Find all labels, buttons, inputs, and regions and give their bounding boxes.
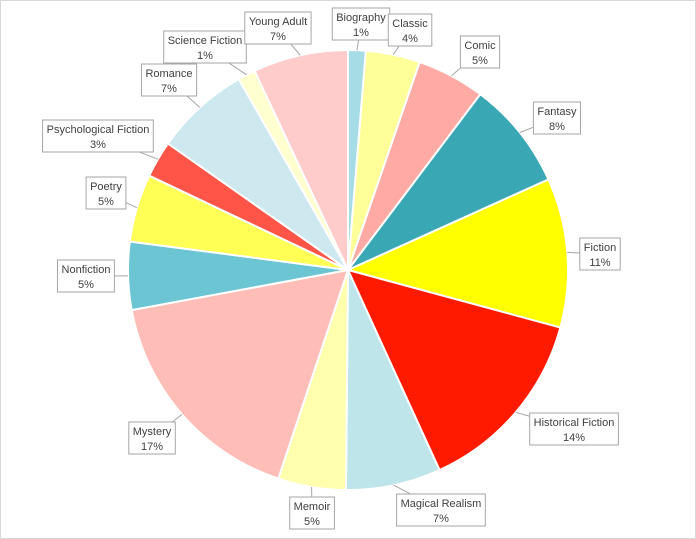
data-label-young-adult: Young Adult 7%: [244, 11, 312, 45]
percent-label: 14%: [563, 432, 585, 444]
data-label-box: [459, 35, 501, 69]
percent-label: 7%: [161, 83, 177, 95]
category-label: Romance: [145, 68, 192, 80]
category-label: Nonfiction: [62, 264, 111, 276]
data-label-fiction: Fiction 11%: [579, 237, 621, 271]
percent-label: 7%: [270, 31, 286, 43]
percent-label: 8%: [549, 121, 565, 133]
percent-label: 17%: [141, 441, 163, 453]
category-label: Historical Fiction: [534, 417, 615, 429]
slice-fantasy: [347, 92, 550, 271]
data-label-box: [42, 119, 154, 153]
data-label-box: [244, 11, 312, 45]
data-label-box: [396, 493, 486, 527]
percent-label: 5%: [304, 516, 320, 528]
data-label-box: [163, 30, 247, 64]
category-label: Fiction: [584, 242, 616, 254]
percent-label: 4%: [402, 33, 418, 45]
category-label: Mystery: [133, 426, 172, 438]
data-label-science-fiction: Science Fiction 1%: [163, 30, 247, 64]
category-label: Fantasy: [537, 106, 577, 118]
data-label-box: [85, 176, 127, 210]
category-label: Biography: [336, 12, 386, 24]
data-label-nonfiction: Nonfiction 5%: [57, 259, 115, 293]
data-label-box: [57, 259, 115, 293]
data-label-memoir: Memoir 5%: [289, 496, 335, 530]
slice-young-adult: [253, 48, 349, 271]
category-label: Poetry: [90, 181, 122, 193]
percent-label: 7%: [433, 513, 449, 525]
slice-mystery: [130, 268, 350, 480]
data-label-poetry: Poetry 5%: [85, 176, 127, 210]
data-label-box: [532, 101, 582, 135]
data-label-box: [529, 412, 619, 446]
data-label-box: [331, 7, 391, 41]
data-label-mystery: Mystery 17%: [128, 421, 176, 455]
data-label-classic: Classic 4%: [387, 13, 433, 47]
category-label: Psychological Fiction: [47, 124, 150, 136]
percent-label: 5%: [98, 196, 114, 208]
category-label: Comic: [464, 40, 496, 52]
data-label-romance: Romance 7%: [141, 63, 198, 97]
data-label-comic: Comic 5%: [459, 35, 501, 69]
data-label-psychological-fiction: Psychological Fiction 3%: [42, 119, 154, 153]
slice-fiction: [345, 178, 569, 329]
percent-label: 11%: [589, 257, 610, 269]
category-label: Classic: [392, 18, 428, 30]
data-label-box: [141, 63, 198, 97]
data-label-box: [579, 237, 621, 271]
category-label: Science Fiction: [168, 35, 243, 47]
percent-label: 1%: [353, 27, 369, 39]
percent-label: 3%: [90, 139, 106, 151]
data-label-magical-realism: Magical Realism 7%: [396, 493, 486, 527]
category-label: Magical Realism: [401, 498, 482, 510]
data-label-historical-fiction: Historical Fiction 14%: [529, 412, 619, 446]
category-label: Young Adult: [249, 16, 307, 28]
data-label-box: [289, 496, 335, 530]
percent-label: 1%: [197, 50, 213, 62]
category-label: Memoir: [294, 501, 331, 513]
data-label-box: [128, 421, 176, 455]
percent-label: 5%: [472, 55, 488, 67]
percent-label: 5%: [78, 279, 94, 291]
data-label-fantasy: Fantasy 8%: [532, 101, 582, 135]
data-label-biography: Biography 1%: [331, 7, 391, 41]
data-label-box: [387, 13, 433, 47]
